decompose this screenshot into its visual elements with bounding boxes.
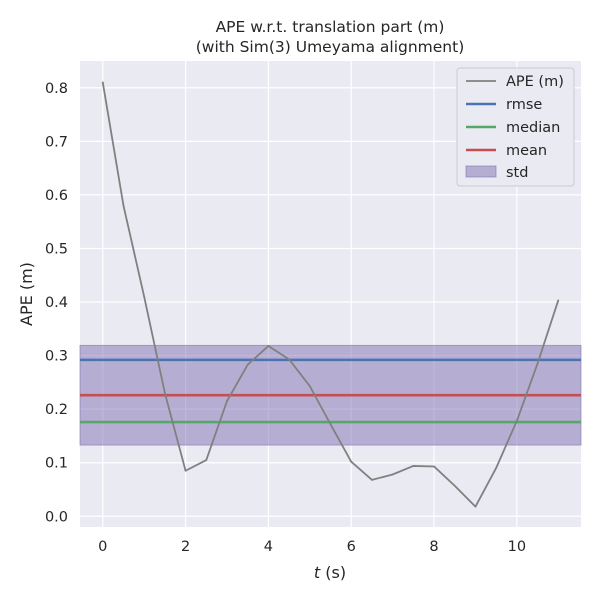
ape-data-point: [101, 81, 104, 84]
legend-label-ape: APE (m): [506, 74, 564, 90]
x-axis-label-unit: (s): [320, 563, 346, 582]
series-group: [101, 81, 560, 508]
x-tick-label: 10: [508, 539, 526, 555]
y-tick-label: 0.4: [45, 295, 68, 311]
ape-data-point: [226, 400, 228, 403]
ape-data-point: [515, 420, 518, 422]
x-axis-label: t (s): [314, 563, 346, 582]
ape-data-point: [122, 204, 125, 207]
y-tick-labels: 0.0 0.1 0.2 0.3 0.4 0.5 0.6 0.7 0.8: [45, 81, 68, 526]
y-tick-label: 0.6: [45, 188, 68, 204]
y-tick-label: 0.5: [45, 241, 68, 257]
y-tick-label: 0.2: [45, 402, 68, 418]
x-tick-label: 8: [429, 539, 438, 555]
ape-data-point: [163, 392, 166, 394]
ape-data-point: [143, 295, 146, 298]
ape-data-point: [474, 505, 477, 508]
y-tick-label: 0.8: [45, 81, 68, 97]
ape-data-point: [350, 460, 353, 463]
ape-data-point: [371, 478, 373, 481]
ape-data-point: [433, 465, 435, 468]
x-axis-label-variable: t: [314, 563, 321, 582]
legend-label-std: std: [506, 165, 528, 181]
y-tick-label: 0.1: [45, 456, 68, 472]
ape-data-point: [329, 423, 332, 426]
legend-label-mean: mean: [506, 143, 547, 159]
ape-data-point: [412, 465, 415, 467]
ape-data-point: [205, 459, 208, 461]
x-tick-label: 4: [264, 539, 273, 555]
ape-data-point: [184, 469, 187, 472]
y-axis-label: APE (m): [17, 262, 36, 326]
x-tick-labels: 0 2 4 6 8 10: [98, 539, 526, 555]
y-tick-label: 0.0: [45, 509, 68, 525]
y-tick-label: 0.7: [45, 134, 68, 150]
stat-lines-group: [80, 358, 581, 424]
ape-data-point: [308, 385, 311, 388]
chart-subtitle: (with Sim(3) Umeyama alignment): [196, 38, 465, 56]
ape-data-point: [246, 363, 249, 366]
legend-label-rmse: rmse: [506, 97, 542, 113]
ape-data-point: [495, 467, 498, 469]
ape-data-point: [536, 362, 539, 365]
legend: APE (m) rmse median mean std: [456, 67, 575, 187]
ape-data-point: [453, 484, 456, 487]
ape-data-point: [288, 358, 290, 361]
x-tick-label: 6: [347, 539, 356, 555]
x-tick-label: 0: [98, 539, 107, 555]
chart-title: APE w.r.t. translation part (m): [216, 18, 445, 36]
legend-box: [456, 67, 575, 187]
legend-swatch-std: [465, 165, 497, 178]
ape-data-point: [557, 299, 560, 302]
ape-data-point: [391, 473, 394, 476]
x-tick-label: 2: [181, 539, 190, 555]
ape-data-point: [267, 345, 270, 347]
legend-label-median: median: [506, 120, 560, 136]
y-tick-label: 0.3: [45, 349, 68, 365]
